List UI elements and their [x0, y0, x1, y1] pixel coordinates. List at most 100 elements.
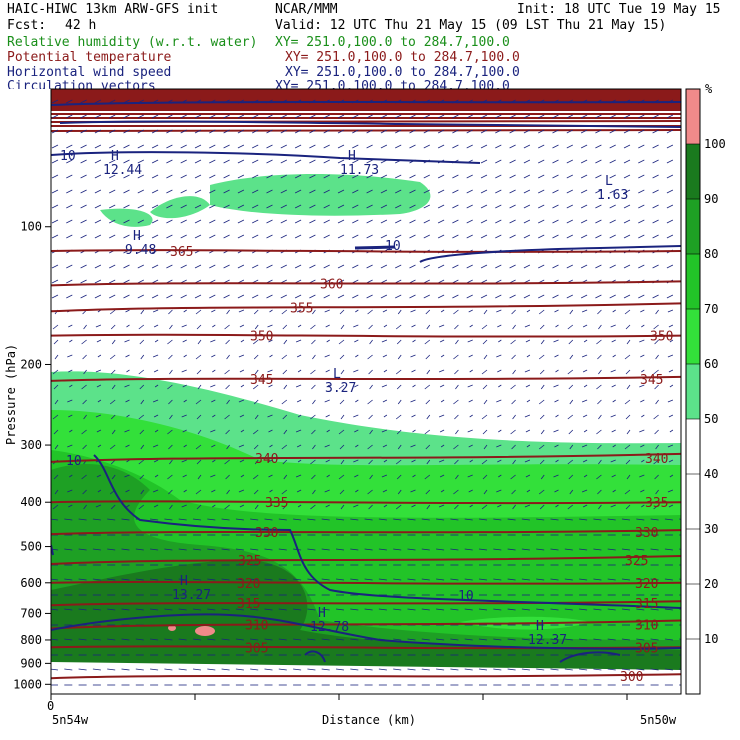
wind-vector	[480, 144, 488, 149]
wind-vector	[151, 294, 159, 299]
wind-vector	[437, 144, 445, 149]
wind-vector	[192, 608, 202, 611]
wind-vector	[196, 369, 202, 375]
wind-vector	[493, 578, 502, 581]
wind-vector	[111, 384, 116, 390]
wind-vector	[423, 264, 430, 269]
wind-vector	[68, 369, 73, 373]
wind-vector	[150, 608, 159, 611]
wind-vector	[493, 668, 502, 671]
wind-vector	[521, 578, 530, 581]
wind-vector	[450, 548, 459, 551]
wind-vector	[252, 159, 259, 164]
wind-vector	[67, 444, 73, 448]
wind-vector	[250, 638, 259, 641]
wind-vector	[521, 548, 530, 551]
wind-vector	[597, 309, 602, 315]
wind-vector	[436, 518, 445, 521]
wind-vector	[638, 159, 645, 164]
wind-vector	[280, 114, 287, 119]
wind-vector	[137, 204, 144, 209]
colorbar-band	[686, 254, 700, 309]
wind-vector	[267, 504, 273, 508]
wind-vector	[397, 444, 402, 450]
wind-vector	[595, 174, 602, 179]
wind-vector	[481, 504, 488, 510]
wind-vector	[226, 489, 230, 495]
wind-vector	[395, 144, 402, 149]
wind-vector	[438, 414, 445, 418]
wind-vector	[335, 578, 345, 581]
wind-vector	[410, 489, 416, 493]
wind-vector	[638, 204, 645, 209]
wind-vector	[512, 504, 516, 510]
wind-vector	[266, 114, 273, 119]
wind-vector	[426, 414, 431, 420]
wind-vector	[466, 174, 473, 179]
wind-vector	[52, 504, 59, 510]
wind-vector	[597, 399, 602, 405]
wind-vector	[495, 189, 502, 194]
wind-vector	[421, 548, 430, 551]
wind-vector	[194, 144, 202, 149]
wind-vector	[380, 189, 388, 194]
wind-vector	[267, 459, 273, 463]
wind-vector	[538, 114, 545, 119]
wind-vector	[412, 339, 416, 343]
wind-vector	[478, 668, 488, 671]
wind-vector	[536, 608, 545, 611]
wind-vector	[653, 414, 659, 420]
wind-vector	[94, 144, 102, 149]
wind-vector	[337, 159, 345, 164]
y-axis-label: Pressure (hPa)	[4, 344, 18, 445]
wind-vector	[137, 234, 144, 239]
wind-vector	[652, 129, 659, 134]
wind-vector	[66, 219, 73, 224]
wind-vector	[595, 129, 602, 134]
wind-vector	[437, 174, 445, 179]
wind-vector	[507, 608, 516, 611]
wind-vector	[610, 324, 616, 328]
wind-vector	[437, 189, 445, 194]
wind-vector	[482, 474, 488, 480]
wind-vector	[253, 489, 259, 495]
wind-vector	[411, 369, 416, 373]
wind-vector	[624, 309, 631, 315]
wind-vector	[610, 414, 616, 418]
wind-vector	[151, 234, 159, 239]
wind-vector	[180, 219, 187, 224]
wind-vector	[538, 444, 545, 450]
wind-vector	[497, 369, 502, 373]
wind-vector	[480, 189, 488, 194]
wind-vector	[469, 504, 473, 508]
wind-vector	[266, 234, 273, 239]
wind-vector	[395, 219, 402, 224]
wind-vector	[166, 264, 173, 269]
wind-vector	[509, 174, 516, 179]
colorbar-band	[686, 144, 700, 199]
wind-vector	[596, 339, 602, 345]
wind-vector	[150, 578, 159, 581]
wind-vector	[297, 504, 302, 508]
wind-vector	[282, 504, 288, 510]
wind-vector	[64, 578, 73, 581]
wind-vector	[554, 354, 559, 358]
wind-vector	[382, 399, 388, 403]
wind-vector	[309, 159, 316, 164]
theta-label: 310	[245, 618, 268, 633]
wind-vector	[352, 189, 359, 194]
wind-vector	[466, 219, 473, 224]
y-tick-label: 300	[20, 438, 42, 452]
wind-vector	[307, 518, 316, 521]
wind-vector	[92, 638, 101, 641]
wind-vector	[496, 489, 502, 493]
wind-vector	[264, 638, 273, 641]
wind-vector	[67, 399, 73, 403]
wind-vector	[421, 668, 430, 671]
wind-vector	[483, 489, 488, 495]
wind-vector	[638, 129, 645, 134]
wind-vector	[123, 129, 130, 134]
wind-vector	[266, 219, 273, 224]
extremum-type: H	[180, 574, 188, 589]
wind-vector	[412, 429, 416, 433]
